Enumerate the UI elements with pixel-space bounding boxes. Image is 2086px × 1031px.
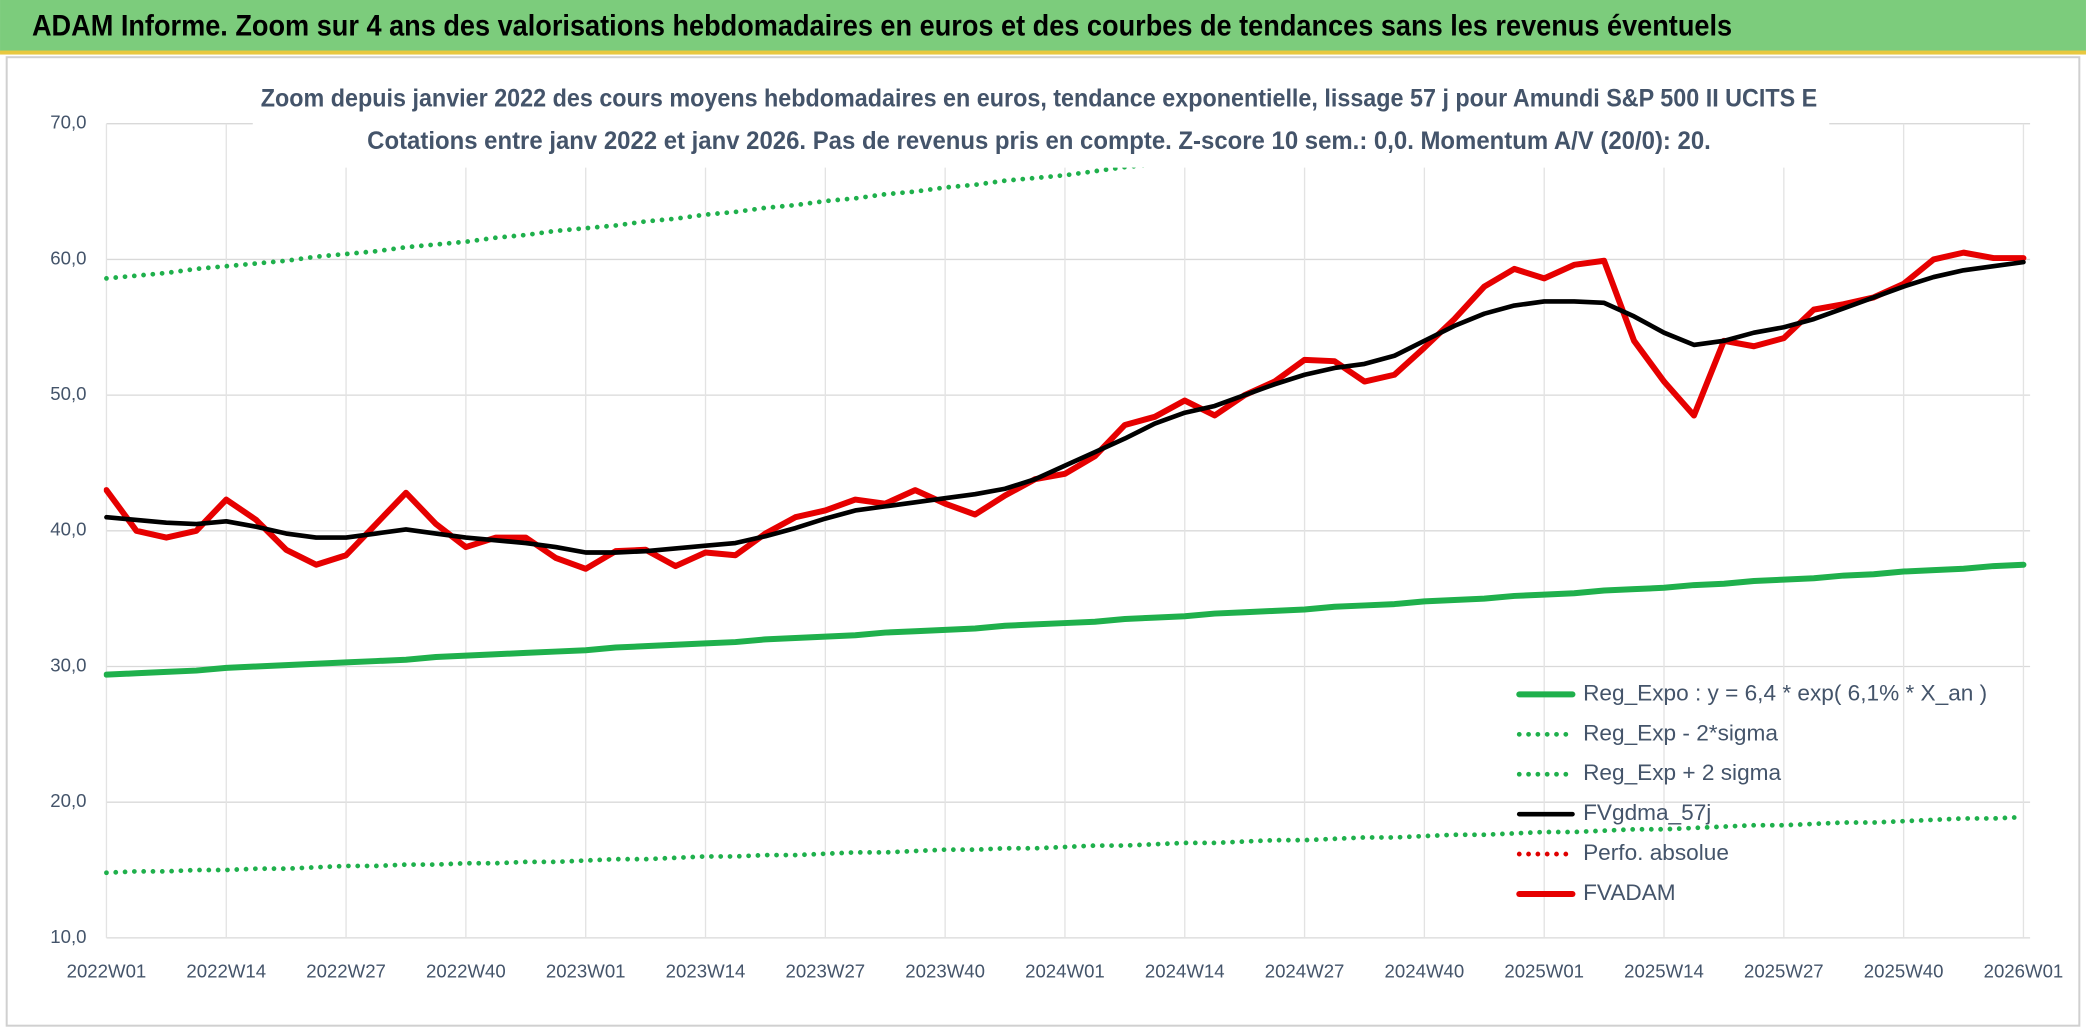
legend-label: Reg_Exp + 2 sigma — [1583, 760, 1781, 785]
legend-label: Reg_Expo : y = 6,4 * exp( 6,1% * X_an ) — [1583, 680, 1987, 705]
legend-label: Perfo. absolue — [1583, 840, 1729, 865]
header-title: ADAM Informe. Zoom sur 4 ans des valoris… — [32, 11, 1732, 43]
x-tick-label: 2025W01 — [1504, 960, 1584, 981]
legend-label: FVgdma_57j — [1583, 800, 1711, 825]
x-tick-label: 2024W27 — [1265, 960, 1345, 981]
legend-label: Reg_Exp - 2*sigma — [1583, 720, 1778, 745]
legend-label: FVADAM — [1583, 880, 1676, 905]
title-box — [252, 74, 1830, 168]
plot-area — [103, 119, 2027, 876]
series-line — [104, 814, 2026, 876]
x-tick-label: 2023W40 — [905, 960, 985, 981]
y-tick-label: 40,0 — [50, 519, 86, 540]
y-tick-label: 70,0 — [50, 112, 86, 133]
x-tick-label: 2023W14 — [666, 960, 746, 981]
series-line — [103, 249, 2027, 572]
y-tick-label: 20,0 — [50, 790, 86, 811]
x-tick-label: 2026W01 — [1984, 960, 2064, 981]
y-tick-label: 10,0 — [50, 926, 86, 947]
legend: Reg_Expo : y = 6,4 * exp( 6,1% * X_an ) R… — [1516, 680, 1987, 905]
y-tick-label: 60,0 — [50, 247, 86, 268]
y-tick-label: 30,0 — [50, 654, 86, 675]
chart-frame — [5, 56, 2081, 1027]
header-rule — [0, 50, 2086, 55]
header-bar — [0, 0, 2086, 54]
series-line — [103, 561, 2027, 678]
x-tick-label: 2024W01 — [1025, 960, 1105, 981]
x-tick-label: 2022W14 — [186, 960, 266, 981]
x-tick-label: 2025W40 — [1864, 960, 1944, 981]
x-tick-label: 2022W27 — [306, 960, 386, 981]
series-line — [104, 259, 2026, 555]
y-tick-label: 50,0 — [50, 383, 86, 404]
x-tick-label: 2024W14 — [1145, 960, 1225, 981]
x-tick-label: 2025W27 — [1744, 960, 1824, 981]
chart-title: Zoom depuis janvier 2022 des cours moyen… — [261, 84, 1817, 112]
chart-subtitle: Cotations entre janv 2022 et janv 2026. … — [367, 127, 1711, 155]
x-tick-label: 2022W01 — [67, 960, 147, 981]
x-tick-label: 2024W40 — [1385, 960, 1465, 981]
x-tick-label: 2023W27 — [785, 960, 865, 981]
axes: 10,0 20,0 30,0 40,0 50,0 60,0 70,0 2022W01 2022W… — [50, 112, 2063, 982]
x-tick-label: 2022W40 — [426, 960, 506, 981]
x-tick-label: 2025W14 — [1624, 960, 1704, 981]
x-tick-label: 2023W01 — [546, 960, 626, 981]
